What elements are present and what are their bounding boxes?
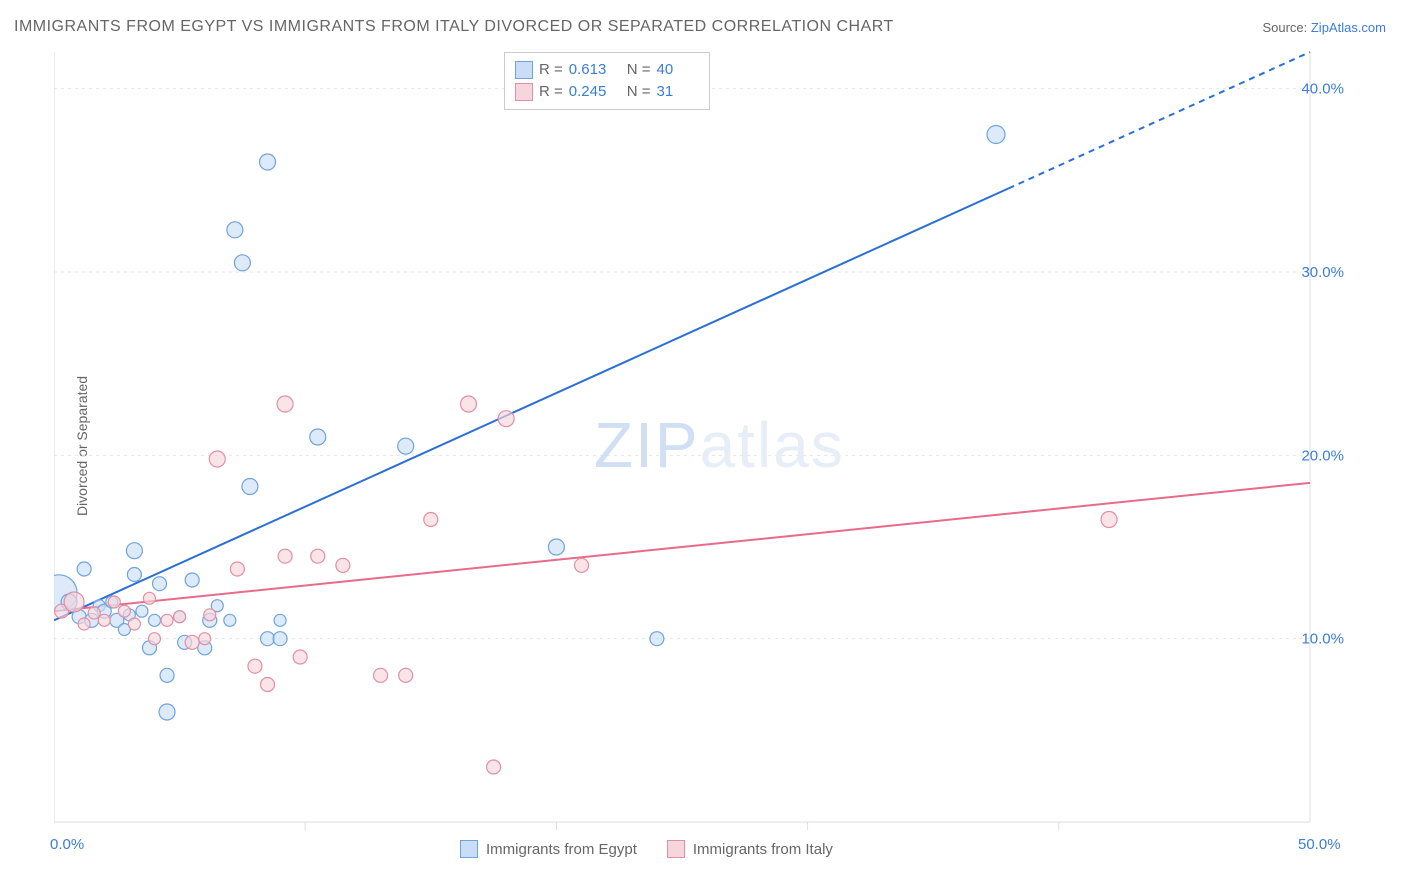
svg-text:20.0%: 20.0% <box>1301 447 1344 464</box>
chart-title: IMMIGRANTS FROM EGYPT VS IMMIGRANTS FROM… <box>14 18 894 36</box>
bottom-legend-item: Immigrants from Italy <box>667 840 833 858</box>
legend-swatch <box>460 840 478 858</box>
legend-r-label: R = <box>539 59 563 81</box>
chart-svg: 10.0% 20.0% 30.0% 40.0% <box>54 48 1344 838</box>
bottom-legend: Immigrants from Egypt Immigrants from Ita… <box>460 840 833 858</box>
legend-r-value: 0.613 <box>569 59 611 81</box>
legend-swatch <box>515 83 533 101</box>
svg-text:10.0%: 10.0% <box>1301 631 1344 648</box>
series-name: Immigrants from Egypt <box>486 841 637 858</box>
legend-n-label: N = <box>627 59 651 81</box>
legend-swatch <box>515 61 533 79</box>
legend-swatch <box>667 840 685 858</box>
legend-n-value: 40 <box>657 59 699 81</box>
x-axis-max-label: 50.0% <box>1298 836 1341 853</box>
legend-r-label: R = <box>539 81 563 103</box>
legend-rn-box: R = 0.613 N = 40 R = 0.245 N = 31 <box>504 52 710 110</box>
source-prefix: Source: <box>1262 20 1310 35</box>
source-link[interactable]: ZipAtlas.com <box>1311 20 1386 35</box>
legend-n-value: 31 <box>657 81 699 103</box>
series-name: Immigrants from Italy <box>693 841 833 858</box>
svg-text:40.0%: 40.0% <box>1301 81 1344 98</box>
bottom-legend-item: Immigrants from Egypt <box>460 840 637 858</box>
legend-n-label: N = <box>627 81 651 103</box>
legend-rn-row: R = 0.245 N = 31 <box>515 81 699 103</box>
legend-rn-row: R = 0.613 N = 40 <box>515 59 699 81</box>
x-axis-min-label: 0.0% <box>50 836 84 853</box>
chart-area: 10.0%20.0%30.0%40.0% ZIPatlas R =0.613N … <box>54 48 1344 838</box>
svg-text:30.0%: 30.0% <box>1301 264 1344 281</box>
legend-r-value: 0.245 <box>569 81 611 103</box>
source-attribution: Source: ZipAtlas.com <box>1262 20 1386 35</box>
